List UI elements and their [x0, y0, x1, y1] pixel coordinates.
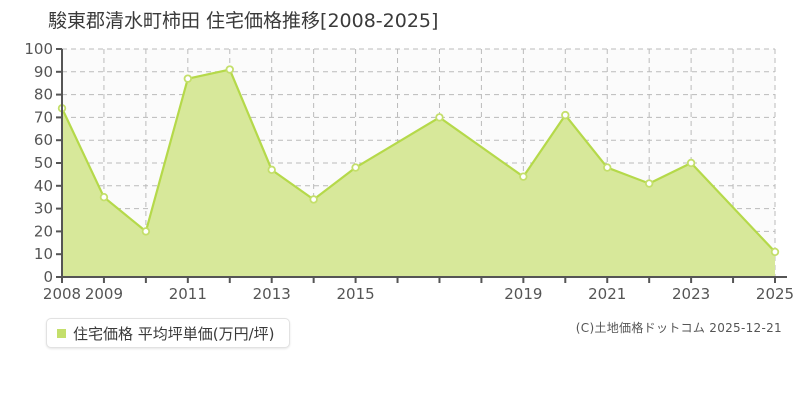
copyright-credit: (C)土地価格ドットコム 2025-12-21	[575, 321, 782, 335]
x-tick-label: 2008	[43, 285, 81, 303]
x-axis-tick-labels: 2008 2009 2011 2013 2015 2019 2021 2023 2025	[43, 285, 794, 303]
y-tick-label: 40	[34, 177, 53, 195]
x-tick-label: 2023	[672, 285, 710, 303]
y-tick-label: 60	[34, 131, 53, 149]
x-tick-label: 2025	[756, 285, 794, 303]
legend-label: 住宅価格 平均坪単価(万円/坪)	[73, 324, 275, 343]
legend-swatch-icon	[57, 328, 66, 338]
x-tick-label: 2009	[85, 285, 123, 303]
area-series-fill	[62, 69, 775, 278]
x-tick-label: 2021	[588, 285, 626, 303]
y-tick-label: 100	[24, 40, 53, 58]
y-tick-label: 0	[43, 268, 53, 286]
y-tick-label: 50	[34, 154, 53, 172]
chart-legend: 住宅価格 平均坪単価(万円/坪)	[46, 318, 290, 348]
y-tick-label: 90	[34, 63, 53, 81]
y-tick-label: 20	[34, 222, 53, 240]
axes	[56, 48, 787, 283]
y-tick-label: 30	[34, 200, 53, 218]
x-tick-label: 2013	[253, 285, 291, 303]
y-axis-tick-labels: 0 10 20 30 40 50 60 70 80 90 100	[24, 40, 53, 286]
data-point-markers	[57, 65, 780, 257]
y-tick-label: 70	[34, 108, 53, 126]
y-tick-label: 10	[34, 245, 53, 263]
x-tick-label: 2019	[504, 285, 542, 303]
page-title: 駿東郡清水町柿田 住宅価格推移[2008-2025]	[48, 6, 438, 33]
x-tick-label: 2011	[169, 285, 207, 303]
title-text: 駿東郡清水町柿田 住宅価格推移[2008-2025]	[48, 10, 439, 32]
x-tick-label: 2015	[336, 285, 374, 303]
y-tick-label: 80	[34, 86, 53, 104]
